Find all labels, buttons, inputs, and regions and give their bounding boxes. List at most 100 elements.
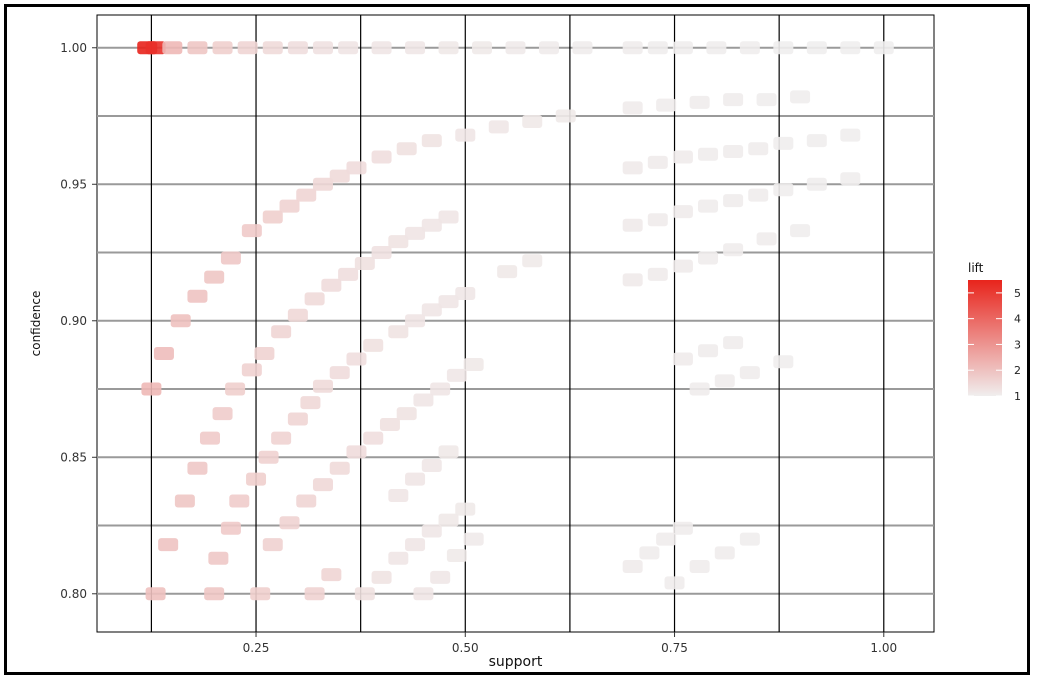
data-point [840, 128, 861, 142]
data-point [689, 95, 710, 109]
data-point [204, 587, 225, 601]
x-tick-label: 0.50 [452, 641, 479, 655]
data-point [773, 183, 794, 197]
data-point [329, 169, 350, 183]
data-point [287, 308, 308, 322]
data-point [438, 210, 459, 224]
data-point [806, 177, 827, 191]
data-point [522, 114, 543, 128]
data-point [421, 134, 442, 148]
data-point [622, 273, 643, 287]
data-point [329, 461, 350, 475]
legend-tick-label: 3 [1014, 338, 1021, 351]
data-point [790, 224, 811, 238]
data-point [672, 521, 693, 535]
color-legend: lift 1 2 3 4 5 [968, 261, 1021, 403]
data-point [739, 366, 760, 380]
data-point [300, 396, 321, 410]
data-point [388, 488, 409, 502]
data-point [321, 568, 342, 582]
data-point [806, 134, 827, 148]
data-point [472, 41, 493, 55]
plot-panel [96, 14, 935, 633]
data-point [187, 461, 208, 475]
data-point [312, 379, 333, 393]
data-point [455, 502, 476, 516]
data-point [371, 41, 392, 55]
data-point [714, 546, 735, 560]
data-point [664, 576, 685, 590]
data-point [396, 142, 417, 156]
data-point [388, 325, 409, 339]
data-point [296, 188, 317, 202]
data-point [430, 382, 451, 396]
data-point [371, 570, 392, 584]
data-point [304, 292, 325, 306]
data-point [250, 587, 271, 601]
data-point [262, 538, 283, 552]
data-point [225, 382, 246, 396]
data-point [241, 224, 262, 238]
data-point [145, 41, 166, 55]
data-point [220, 251, 241, 265]
data-point [723, 145, 744, 159]
data-point [279, 199, 300, 213]
data-point [438, 295, 459, 309]
data-point [773, 41, 794, 55]
data-point [463, 357, 484, 371]
data-point [622, 559, 643, 573]
data-point [162, 41, 183, 55]
data-point [229, 494, 250, 508]
data-point [463, 532, 484, 546]
data-point [672, 259, 693, 273]
y-tick-label: 1.00 [60, 41, 87, 55]
data-point [538, 41, 559, 55]
legend-title: lift [968, 261, 984, 275]
panel-background [96, 14, 935, 633]
data-point [438, 41, 459, 55]
data-point [413, 393, 434, 407]
data-point [723, 336, 744, 350]
data-point [647, 41, 668, 55]
data-point [689, 382, 710, 396]
data-point [672, 205, 693, 219]
legend-tick-label: 2 [1014, 364, 1021, 377]
data-point [555, 109, 576, 123]
data-point [312, 478, 333, 492]
data-point [329, 366, 350, 380]
data-point [698, 199, 719, 213]
data-point [748, 188, 769, 202]
data-point [739, 41, 760, 55]
legend-tick-label: 5 [1014, 287, 1021, 300]
data-point [647, 213, 668, 227]
data-point [145, 587, 166, 601]
data-point [756, 232, 777, 246]
data-point [689, 559, 710, 573]
data-point [672, 41, 693, 55]
data-point [438, 445, 459, 459]
data-point [371, 246, 392, 260]
data-point [262, 41, 283, 55]
data-point [790, 90, 811, 104]
data-point [446, 549, 467, 563]
data-point [497, 265, 518, 279]
data-point [572, 41, 593, 55]
legend-color-bar [968, 280, 1002, 396]
data-point [158, 538, 179, 552]
data-point [258, 450, 279, 464]
y-axis-title: confidence [29, 291, 43, 357]
data-point [153, 347, 174, 361]
data-point [622, 218, 643, 232]
data-point [405, 472, 426, 486]
data-point [622, 101, 643, 115]
data-point [430, 570, 451, 584]
data-point [698, 147, 719, 161]
data-point [296, 494, 317, 508]
data-point [388, 551, 409, 565]
data-point [279, 516, 300, 530]
data-point [421, 218, 442, 232]
data-point [254, 347, 275, 361]
data-point [271, 325, 292, 339]
data-point [379, 418, 400, 432]
